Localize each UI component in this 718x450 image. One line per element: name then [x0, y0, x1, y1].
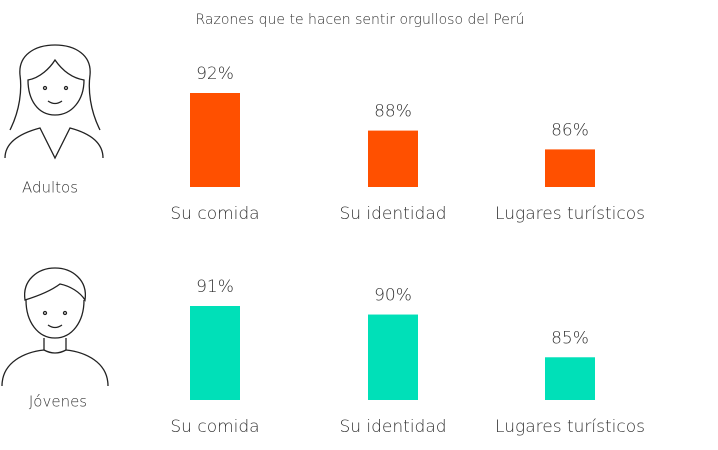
bar	[190, 93, 240, 187]
chart-title: Razones que te hacen sentir orgulloso de…	[196, 12, 525, 28]
category-label: Su identidad	[339, 417, 446, 437]
bar	[545, 357, 595, 400]
category-label: Su comida	[170, 204, 259, 224]
category-label: Su comida	[170, 417, 259, 437]
bar	[545, 149, 595, 187]
youth-icon	[1, 267, 109, 387]
value-label: 90%	[374, 286, 412, 306]
bar	[368, 130, 418, 187]
bar	[368, 314, 418, 400]
category-label: Su identidad	[339, 204, 446, 224]
value-label: 92%	[196, 64, 234, 84]
value-label: 91%	[196, 277, 234, 297]
value-label: 85%	[551, 328, 589, 348]
category-label: Lugares turísticos	[495, 204, 645, 224]
adult-icon	[4, 44, 104, 160]
value-label: 86%	[551, 120, 589, 140]
bar	[190, 306, 240, 400]
group-label: Adultos	[22, 179, 78, 197]
value-label: 88%	[374, 102, 412, 122]
category-label: Lugares turísticos	[495, 417, 645, 437]
group-label: Jóvenes	[29, 393, 87, 411]
